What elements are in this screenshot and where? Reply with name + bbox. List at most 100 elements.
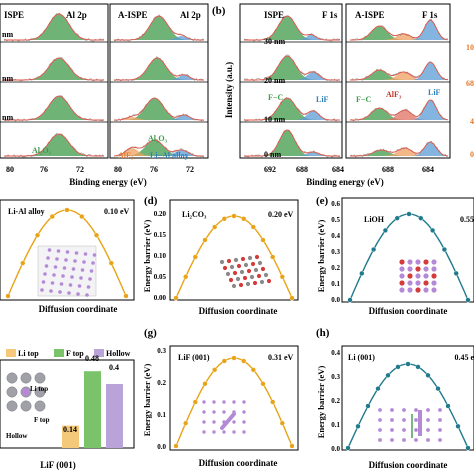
h-barrier-point xyxy=(365,403,371,409)
h-structure-atom xyxy=(438,418,442,422)
xps-fit-component xyxy=(114,115,204,120)
xps-fit-component xyxy=(114,16,204,40)
f-lattice-f-atom xyxy=(6,372,18,384)
xps-envelope-fit xyxy=(244,129,340,157)
f-bar-label-f-top: 0.48 xyxy=(85,354,99,363)
d-structure-atom xyxy=(242,275,248,281)
f-lattice-f-atom xyxy=(6,400,18,412)
e-structure-atom xyxy=(431,273,437,279)
f-lattice-f-top: F top xyxy=(34,416,50,424)
d-structure-atom xyxy=(226,258,232,264)
h-structure-atom xyxy=(438,428,442,432)
e-structure-atom xyxy=(407,266,413,272)
xps-fit-component xyxy=(350,110,448,120)
b-tick-684-right: 684 xyxy=(422,165,434,174)
e-structure-atom xyxy=(399,287,405,293)
xps-fit-component xyxy=(4,96,104,120)
b-frame-right xyxy=(345,3,451,159)
h-barrier-point xyxy=(395,364,401,370)
g-barrier-point xyxy=(212,367,218,373)
e-ytick-0.5: 0.5 xyxy=(331,216,340,224)
d-barrier-point xyxy=(279,274,285,280)
b-letter: (b) xyxy=(212,5,226,17)
xps-fit-component xyxy=(350,142,448,156)
xps-fit-component xyxy=(350,108,448,120)
d-ytick-0.05: 0.05 xyxy=(154,273,167,281)
xps-envelope-fit xyxy=(4,133,104,157)
e-ytick-0.4: 0.4 xyxy=(331,232,340,240)
e-barrier-point xyxy=(394,215,400,221)
c-barrier: 0.10 eV xyxy=(104,207,130,216)
xps-fit-component xyxy=(350,20,448,40)
d-structure-atom xyxy=(225,271,231,277)
c-structure-atom xyxy=(86,285,91,289)
c-structure-atom xyxy=(77,284,82,288)
xps-fit-component xyxy=(350,34,448,40)
c-structure-atom xyxy=(61,274,65,278)
d-frame xyxy=(169,199,299,301)
b-depth-30nm: 30 nm xyxy=(264,37,285,46)
e-structure-atom xyxy=(415,259,421,265)
b-tick-688-right: 688 xyxy=(382,165,394,174)
g-barrier-point xyxy=(231,355,237,361)
d-structure-atom xyxy=(259,279,265,285)
f-lattice-hollow: Hollow xyxy=(6,432,28,440)
g-barrier-point xyxy=(173,443,179,449)
xps-fit-component xyxy=(350,150,448,156)
b-header-f1s-left: F 1s xyxy=(322,10,338,20)
d-barrier: 0.20 eV xyxy=(268,210,294,219)
d-structure-atom xyxy=(235,276,241,282)
h-structure-atom xyxy=(378,418,382,422)
d-barrier-point xyxy=(221,216,227,222)
h-barrier-point xyxy=(415,364,421,370)
xps-fit-component xyxy=(244,111,340,120)
xps-fit-component xyxy=(244,98,340,120)
xps-envelope-fit xyxy=(350,141,449,157)
e-structure-atom xyxy=(415,266,421,272)
c-xlabel: Diffusion coordinate xyxy=(39,304,118,314)
d-letter: (d) xyxy=(144,195,158,207)
d-structure-atom xyxy=(247,255,253,261)
e-structure-atom xyxy=(423,273,429,279)
h-structure-atom xyxy=(402,428,406,432)
g-barrier-point xyxy=(260,381,266,387)
e-structure-atom xyxy=(423,266,429,272)
xps-fit-component xyxy=(350,62,448,80)
h-structure-atom xyxy=(438,408,442,412)
a-xlabel: Binding energy (eV) xyxy=(69,177,147,187)
h-name: Li (001) xyxy=(348,353,375,362)
b-ylabel: Intensity (a.u.) xyxy=(224,62,234,118)
g-frame xyxy=(169,345,299,451)
c-structure-atom xyxy=(41,280,46,284)
b-header-aispe: A-ISPE xyxy=(355,10,385,20)
f-legend-f-top: F top xyxy=(66,349,84,358)
d-structure-atom xyxy=(260,266,266,272)
d-structure-atom xyxy=(256,273,262,279)
c-barrier-point xyxy=(93,232,100,238)
d-structure-atom xyxy=(250,261,256,267)
d-structure-atom xyxy=(232,270,238,276)
h-structure-atom xyxy=(414,438,418,442)
g-structure-atom xyxy=(212,410,216,414)
xps-fit-component xyxy=(244,130,340,156)
d-structure-atom xyxy=(257,260,263,266)
f-legend-hollow: Hollow xyxy=(106,349,131,358)
c-structure-atom xyxy=(68,283,73,287)
a-tick-72-right: 72 xyxy=(186,165,194,174)
h-xlabel: Diffusion coordinate xyxy=(369,460,448,470)
xps-fit-component xyxy=(4,134,104,156)
b-label-lif-left: LiF xyxy=(316,95,329,104)
xps-envelope-fit xyxy=(114,15,204,41)
h-ytick-0.4: 0.4 xyxy=(331,349,340,357)
a-tick-76-right: 76 xyxy=(150,165,158,174)
g-structure-atom xyxy=(232,430,236,434)
panel-frames xyxy=(0,3,474,451)
b-xlabel: Binding energy (eV) xyxy=(306,177,384,187)
g-structure-atom xyxy=(212,420,216,424)
xps-fit-component xyxy=(350,72,448,80)
h-barrier-point xyxy=(425,372,431,378)
h-barrier-point xyxy=(455,423,461,429)
c-structure-atom xyxy=(67,291,71,295)
d-xlabel: Diffusion coordinate xyxy=(199,306,278,316)
e-structure-atom xyxy=(407,287,413,293)
